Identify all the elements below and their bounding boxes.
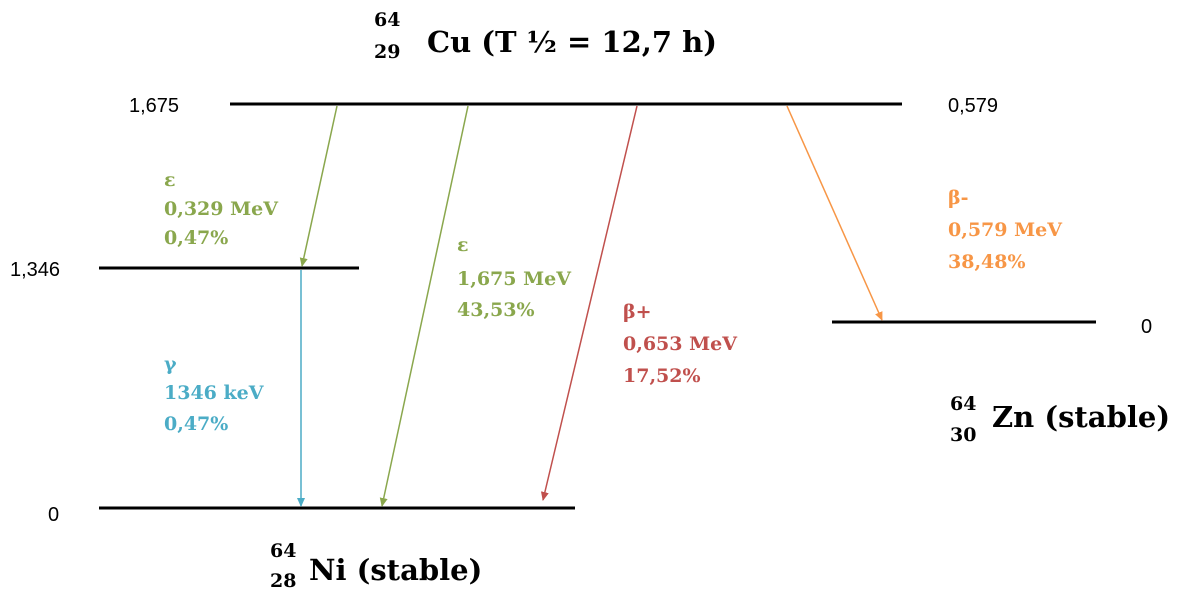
- ec1-energy: 0,329 MeV: [164, 198, 279, 220]
- level-label-cu-left: 1,675: [129, 95, 179, 117]
- level-label-cu-right: 0,579: [948, 95, 998, 117]
- beta-minus-intensity: 38,48%: [948, 251, 1026, 273]
- zn-mass-number: 64: [950, 393, 976, 415]
- level-label-ni-ground: 0: [48, 504, 59, 526]
- parent-atomic-number: 29: [374, 41, 400, 63]
- ec2-intensity: 43,53%: [457, 299, 535, 321]
- beta-plus-arrow: [540, 105, 638, 501]
- ni-mass-number: 64: [270, 540, 296, 562]
- gamma-energy: 1346 keV: [164, 382, 265, 404]
- beta-plus-intensity: 17,52%: [623, 365, 701, 387]
- beta-plus-energy: 0,653 MeV: [623, 333, 738, 355]
- ec2-mode: ε: [457, 234, 469, 256]
- zn-atomic-number: 30: [950, 424, 976, 446]
- ni-nuclide-title: Ni (stable): [309, 553, 482, 587]
- ec2-energy: 1,675 MeV: [457, 268, 572, 290]
- level-label-ni-excited: 1,346: [10, 259, 60, 281]
- ec-arrow-to-ground: [379, 105, 469, 507]
- beta-minus-mode: β-: [948, 187, 969, 209]
- beta-plus-mode: β+: [623, 301, 652, 323]
- beta-minus-energy: 0,579 MeV: [948, 219, 1063, 241]
- ec1-mode: ε: [164, 169, 176, 191]
- level-label-zn-ground: 0: [1141, 316, 1152, 338]
- beta-minus-arrow: [786, 105, 883, 321]
- zn-nuclide-title: Zn (stable): [992, 400, 1170, 434]
- gamma-intensity: 0,47%: [164, 413, 228, 435]
- ec1-intensity: 0,47%: [164, 227, 228, 249]
- gamma-mode: γ: [164, 353, 177, 375]
- parent-mass-number: 64: [374, 9, 400, 31]
- ec-arrow-to-excited: [299, 105, 338, 267]
- ni-atomic-number: 28: [270, 570, 296, 590]
- parent-nuclide-title: Cu (T ½ = 12,7 h): [427, 25, 717, 59]
